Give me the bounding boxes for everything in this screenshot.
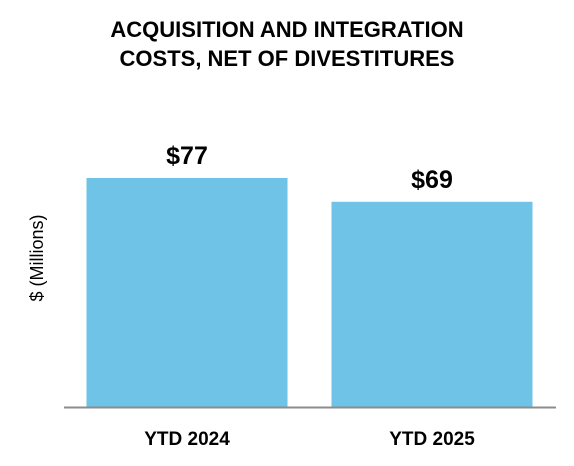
category-label-ytd-2025: YTD 2025 (389, 429, 475, 450)
chart-title-line-2: COSTS, NET OF DIVESTITURES (120, 46, 455, 71)
y-axis-label: $ (Millions) (27, 214, 47, 301)
bar-ytd-2024 (86, 178, 288, 407)
chart-title-line-1: ACQUISITION AND INTEGRATION (110, 17, 463, 42)
bar-value-label-ytd-2024: $77 (166, 142, 208, 170)
bar-value-label-ytd-2025: $69 (411, 166, 453, 194)
category-labels-layer: YTD 2024 YTD 2025 (144, 429, 475, 450)
bars-layer (86, 178, 533, 407)
bar-ytd-2025 (331, 201, 533, 407)
value-labels-layer: $77 $69 (166, 142, 453, 194)
category-label-ytd-2024: YTD 2024 (144, 429, 230, 450)
